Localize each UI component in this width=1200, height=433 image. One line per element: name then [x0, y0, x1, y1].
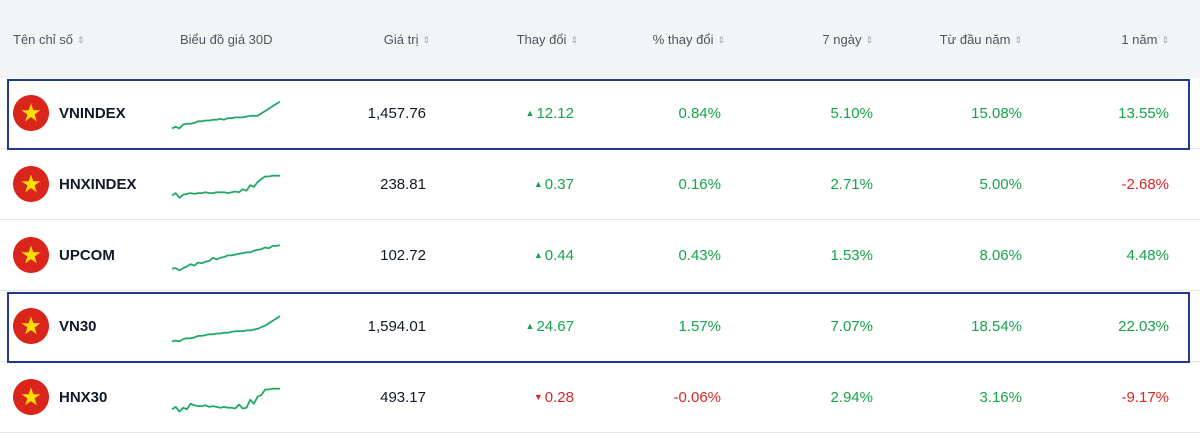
index-name: VNINDEX	[59, 105, 126, 122]
triangle-up-icon: ▲	[525, 321, 535, 331]
price-sparkline-30d	[171, 100, 281, 130]
vietnam-flag-icon	[13, 166, 49, 202]
change-1y-value: 4.48%	[1126, 247, 1169, 264]
pct-change-value: 0.84%	[678, 105, 721, 122]
column-header-pct-change[interactable]: % thay đổi ⇕	[652, 32, 725, 47]
vietnam-flag-icon	[13, 237, 49, 273]
triangle-up-icon: ▲	[533, 250, 543, 260]
price-sparkline-30d	[171, 174, 280, 199]
change-value: ▼ 0.28	[534, 362, 574, 433]
triangle-down-icon: ▼	[533, 392, 543, 402]
change-value: ▲ 0.37	[534, 149, 574, 220]
pct-change-value: 0.16%	[678, 176, 721, 193]
change-ytd-value: 3.16%	[979, 389, 1022, 406]
sparkline-path	[171, 100, 281, 130]
change-7d-value: 2.94%	[830, 389, 873, 406]
column-header-name[interactable]: Tên chỉ số ⇕	[13, 32, 85, 47]
pct-change-value: -0.06%	[673, 389, 721, 406]
change-text: 24.67	[536, 318, 574, 335]
change-text: 12.12	[536, 105, 574, 122]
index-value: 1,594.01	[367, 318, 426, 335]
table-row[interactable]: UPCOM 102.72 ▲ 0.44 0.43% 1.53% 8.06% 4.48%	[0, 220, 1200, 291]
index-name: HNX30	[59, 389, 108, 406]
table-row[interactable]: HNX30 493.17 ▼ 0.28 -0.06% 2.94% 3.16% -9.17%	[0, 362, 1200, 433]
change-text: 0.44	[544, 247, 574, 264]
pct-change-value: 0.43%	[678, 247, 721, 264]
column-header-7d[interactable]: 7 ngày ⇕	[822, 32, 873, 47]
sort-icon: ⇕	[717, 35, 725, 45]
triangle-up-icon: ▲	[533, 179, 543, 189]
change-7d-value: 5.10%	[830, 105, 873, 122]
change-ytd-value: 5.00%	[979, 176, 1022, 193]
sort-icon: ⇕	[865, 35, 873, 45]
change-7d-value: 7.07%	[830, 318, 873, 335]
table-row[interactable]: VNINDEX 1,457.76 ▲ 12.12 0.84% 5.10% 15.08% 13.…	[0, 78, 1200, 149]
column-header-chart: Biểu đồ giá 30D	[180, 32, 273, 47]
sparkline-path	[171, 315, 281, 343]
change-value: ▲ 24.67	[526, 291, 574, 362]
sort-icon: ⇕	[76, 35, 85, 45]
vietnam-flag-icon	[13, 308, 49, 344]
change-1y-value: -9.17%	[1121, 389, 1169, 406]
sparkline-path	[171, 387, 280, 413]
price-sparkline-30d	[171, 315, 281, 343]
change-7d-value: 2.71%	[830, 176, 873, 193]
change-value: ▲ 0.44	[534, 220, 574, 291]
change-7d-value: 1.53%	[830, 247, 873, 264]
sort-icon: ⇕	[1161, 35, 1169, 45]
price-sparkline-30d	[171, 244, 281, 272]
change-text: 0.28	[544, 389, 574, 406]
pct-change-value: 1.57%	[678, 318, 721, 335]
column-header-value[interactable]: Giá trị ⇕	[383, 32, 430, 47]
sparkline-path	[171, 174, 280, 199]
change-1y-value: -2.68%	[1121, 176, 1169, 193]
index-value: 1,457.76	[367, 105, 426, 122]
column-header-1y[interactable]: 1 năm ⇕	[1121, 32, 1169, 47]
vietnam-flag-icon	[13, 379, 49, 415]
index-value: 102.72	[380, 247, 426, 264]
table-header: Tên chỉ số ⇕ Biểu đồ giá 30D Giá trị ⇕ Tha…	[0, 0, 1200, 78]
column-header-ytd[interactable]: Từ đầu năm ⇕	[939, 32, 1022, 47]
index-name: UPCOM	[59, 247, 115, 264]
index-value: 238.81	[380, 176, 426, 193]
change-value: ▲ 12.12	[526, 78, 574, 149]
price-sparkline-30d	[171, 387, 280, 413]
change-1y-value: 22.03%	[1118, 318, 1169, 335]
sort-icon: ⇕	[570, 35, 578, 45]
sparkline-path	[171, 244, 281, 272]
change-1y-value: 13.55%	[1118, 105, 1169, 122]
vietnam-flag-icon	[13, 95, 49, 131]
change-ytd-value: 8.06%	[979, 247, 1022, 264]
change-ytd-value: 15.08%	[971, 105, 1022, 122]
change-text: 0.37	[544, 176, 574, 193]
change-ytd-value: 18.54%	[971, 318, 1022, 335]
index-name: VN30	[59, 318, 97, 335]
sort-icon: ⇕	[422, 35, 430, 45]
index-value: 493.17	[380, 389, 426, 406]
column-header-change[interactable]: Thay đổi ⇕	[516, 32, 578, 47]
sort-icon: ⇕	[1014, 35, 1022, 45]
table-row[interactable]: HNXINDEX 238.81 ▲ 0.37 0.16% 2.71% 5.00% -2.68%	[0, 149, 1200, 220]
triangle-up-icon: ▲	[525, 108, 535, 118]
index-name: HNXINDEX	[59, 176, 137, 193]
table-row[interactable]: VN30 1,594.01 ▲ 24.67 1.57% 7.07% 18.54% 22.03%	[0, 291, 1200, 362]
